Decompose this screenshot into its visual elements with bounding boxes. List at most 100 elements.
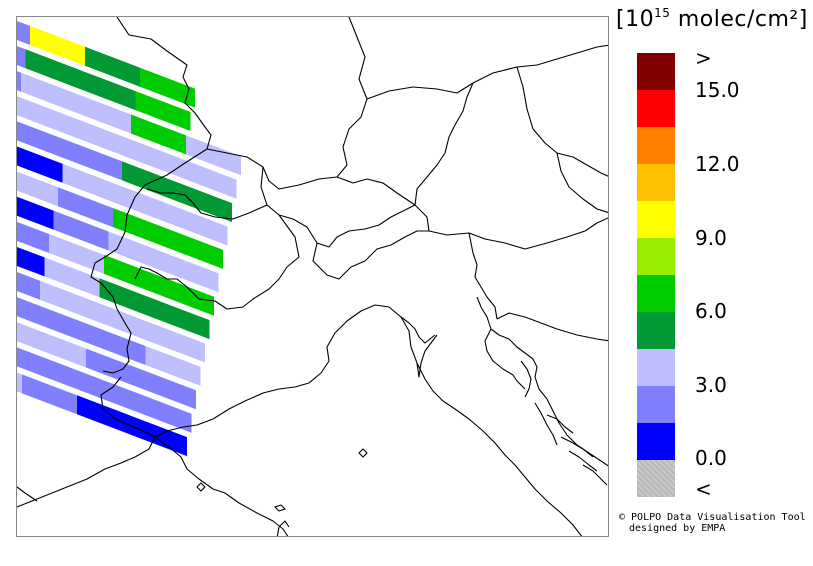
swath-pixel <box>154 299 210 340</box>
border-line <box>516 66 608 177</box>
colorbar-cell <box>637 275 675 312</box>
swath-pixel <box>71 117 127 157</box>
swath-pixel <box>159 275 214 316</box>
swath-pixel <box>25 49 81 90</box>
border-line <box>366 44 608 100</box>
swath-pixel <box>53 210 109 251</box>
swath-pixel <box>30 25 85 66</box>
swath-pixel <box>49 234 104 274</box>
border-line <box>134 214 300 310</box>
coastline <box>546 414 574 434</box>
border-line <box>316 204 416 248</box>
swath-pixel <box>122 161 177 202</box>
swath-pixel <box>17 221 49 253</box>
credit-text: © POLPO Data Visualisation Tool designed… <box>619 512 806 534</box>
swath-pixel <box>117 184 173 225</box>
border-line <box>17 486 38 502</box>
colorbar-label-3: 3.0 <box>695 373 727 397</box>
swath-pixel <box>90 325 146 365</box>
swath-pixel <box>81 371 137 412</box>
coastline <box>358 448 368 458</box>
colorbar-cell <box>637 349 675 386</box>
border-line <box>468 232 498 320</box>
credit-line-1: © POLPO Data Visualisation Tool <box>619 512 806 523</box>
swath-pixel <box>17 20 30 45</box>
swath-pixel <box>17 121 67 160</box>
coastline <box>582 464 608 486</box>
swath-pixel <box>17 96 72 136</box>
border-line <box>336 17 368 178</box>
swath-pixel <box>67 140 122 181</box>
swath-pixel <box>141 369 196 410</box>
coastline <box>154 436 289 536</box>
colorbar-cell <box>637 201 675 238</box>
credit-line-2: designed by EMPA <box>629 523 726 534</box>
swath-pixel <box>26 351 82 391</box>
border-line <box>496 312 608 342</box>
border-line <box>90 148 208 374</box>
colorbar-label-0: 0.0 <box>695 446 727 470</box>
swath-pixel <box>126 137 182 178</box>
swath-pixel <box>80 70 136 111</box>
swath-pixel <box>163 252 219 293</box>
swath-pixel <box>31 327 86 368</box>
colorbar-label-6: 6.0 <box>695 299 727 323</box>
border-line <box>556 152 608 213</box>
colorbar <box>637 53 675 497</box>
satellite-swath <box>17 20 241 457</box>
colorbar-cell <box>637 127 675 164</box>
swath-pixel <box>131 114 186 155</box>
swath-pixel <box>17 71 21 92</box>
map-canvas <box>17 17 608 536</box>
coastline <box>568 450 598 472</box>
colorbar-cell <box>637 90 675 127</box>
colorbar-cell <box>637 238 675 275</box>
colorbar-cell <box>637 312 675 349</box>
border-line <box>116 17 212 150</box>
swath-pixel <box>76 93 131 134</box>
coastline <box>560 436 594 458</box>
coastline <box>196 482 206 492</box>
swath-pixel <box>17 347 27 370</box>
swath-pixel <box>99 278 155 319</box>
swath-pixel <box>17 272 40 300</box>
swath-pixel <box>62 163 118 204</box>
border-line <box>414 82 474 206</box>
colorbar-cell <box>637 386 675 423</box>
swath-pixel <box>104 254 159 295</box>
swath-pixel <box>17 196 54 230</box>
colorbar-cell <box>637 53 675 90</box>
swath-pixel <box>172 205 228 246</box>
border-line <box>146 188 268 220</box>
swath-pixel <box>135 91 191 131</box>
swath-pixel <box>17 372 22 394</box>
swath-pixel <box>136 392 192 433</box>
coastline <box>154 304 583 536</box>
coastline <box>534 402 558 446</box>
swath-pixel <box>108 231 164 272</box>
swath-pixel <box>40 280 95 321</box>
swath-pixel <box>86 348 141 389</box>
swath-pixel <box>21 72 76 113</box>
swath-pixel <box>132 416 187 457</box>
coastline <box>276 520 290 536</box>
colorbar-label-15: 15.0 <box>695 78 740 102</box>
swath-pixel <box>85 46 140 87</box>
border-line <box>260 166 429 280</box>
colorbar-cell <box>637 460 675 497</box>
colorbar-label-below: < <box>695 477 712 501</box>
swath-pixel <box>177 182 232 223</box>
swath-pixel <box>22 374 77 415</box>
swath-pixel <box>17 146 63 183</box>
swath-pixel <box>35 304 91 345</box>
border-line <box>206 148 608 250</box>
swath-pixel <box>150 322 205 363</box>
coastline <box>400 316 436 344</box>
colorbar-label-12: 12.0 <box>695 152 740 176</box>
coastlines-and-borders <box>17 17 608 536</box>
swath-pixel <box>77 395 132 436</box>
swath-pixel <box>140 67 195 108</box>
colorbar-label-above: > <box>695 46 712 70</box>
coastline <box>416 334 438 378</box>
swath-pixel <box>186 135 241 176</box>
